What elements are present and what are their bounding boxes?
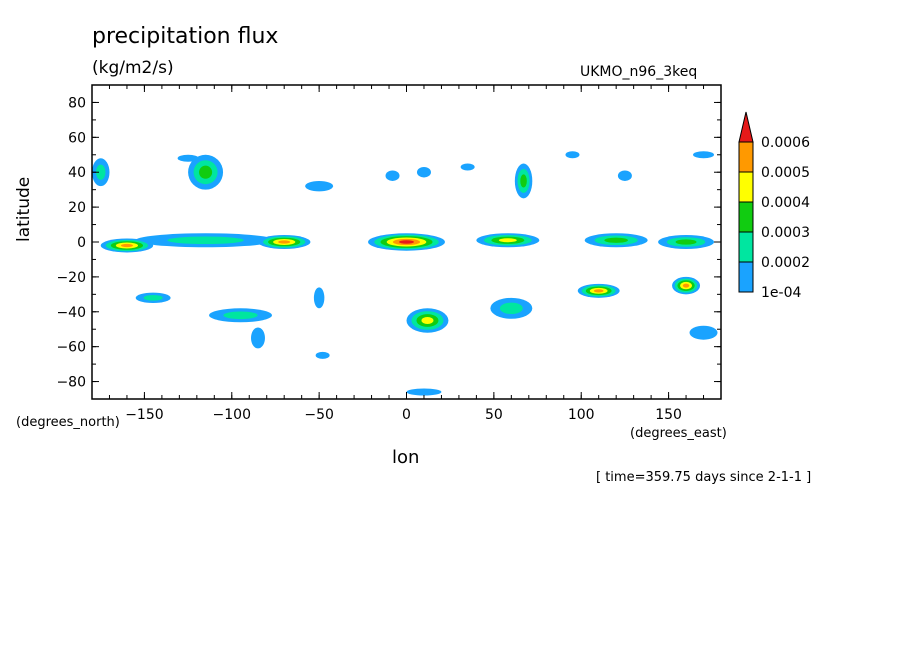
y-tick-label: −60 [56,340,86,356]
axis-ticks: −150 −100 −50 0 50 100 150 80 60 40 20 0 −20 −40 −60 −8… [56,84,722,423]
colorbar-label: 0.0002 [761,255,810,271]
y-tick-label: −80 [56,375,86,391]
precip-region-23-level-0 [313,287,325,309]
precip-region-25-level-0 [406,388,442,396]
precip-region-18-level-0 [385,170,400,181]
x-tick-label: 100 [568,407,595,423]
precip-region-22-level-0 [250,327,265,349]
y-tick-label: 80 [68,95,86,111]
precip-region-16-level-2 [520,174,527,188]
precip-region-27-level-0 [565,151,580,159]
precip-region-4-level-4 [278,240,291,244]
precip-region-28-level-0 [460,163,475,171]
y-axis-units: (degrees_north) [16,415,120,430]
x-tick-label: −100 [213,407,251,423]
precip-region-12-level-1 [499,302,523,314]
precip-region-21-level-0 [693,151,715,159]
precip-region-1-level-3 [498,238,517,243]
precip-region-17-level-0 [305,180,334,192]
colorbar-label: 0.0003 [761,225,810,241]
precip-region-13-level-0 [689,325,718,340]
colorbar-segment [738,261,754,293]
colorbar: 1e-04 0.0002 0.0003 0.0004 0.0005 0.0006 [738,111,810,301]
colorbar-label: 0.0006 [761,135,810,151]
colorbar-label: 1e-04 [761,285,801,301]
precip-region-11-level-1 [223,311,258,320]
y-tick-label: 60 [68,130,86,146]
colorbar-segment [738,141,754,173]
precip-region-2-level-1 [167,236,244,245]
y-tick-label: −40 [56,305,86,321]
colorbar-label: 0.0005 [761,165,810,181]
y-tick-label: 20 [68,200,86,216]
precip-region-0-level-5 [399,240,414,244]
colorbar-extend-triangle [738,111,754,143]
x-tick-label: 50 [485,407,503,423]
precip-region-19-level-0 [416,166,431,178]
colorbar-label: 0.0004 [761,195,810,211]
precip-region-26-level-0 [177,154,199,162]
x-tick-label: 150 [655,407,682,423]
precip-region-24-level-0 [315,351,330,359]
precip-region-10-level-1 [143,294,163,301]
precip-region-20-level-0 [617,170,632,181]
precip-region-8-level-4 [593,289,604,293]
x-tick-label: −50 [304,407,334,423]
colorbar-segment [738,231,754,263]
time-stamp: [ time=359.75 days since 2-1-1 ] [596,470,812,485]
chart-title: precipitation flux [92,24,279,49]
precip-region-7-level-3 [421,317,434,324]
precip-regions [92,151,718,396]
chart-units: (kg/m2/s) [92,58,174,78]
y-tick-label: 0 [77,235,86,251]
precip-region-15-level-2 [199,165,213,179]
x-tick-label: −150 [125,407,163,423]
precip-region-6-level-2 [675,239,697,245]
colorbar-segment [738,171,754,203]
precip-region-14-level-1 [95,164,106,180]
y-tick-label: 40 [68,165,86,181]
precip-region-9-level-4 [682,283,690,288]
x-tick-label: 0 [402,407,411,423]
colorbar-segment [738,201,754,233]
model-name: UKMO_n96_3keq [580,64,698,80]
x-axis-label: lon [392,447,420,468]
precip-region-5-level-2 [604,237,628,243]
x-axis-units: (degrees_east) [630,426,727,441]
y-tick-label: −20 [56,270,86,286]
precip-region-3-level-4 [120,243,133,248]
